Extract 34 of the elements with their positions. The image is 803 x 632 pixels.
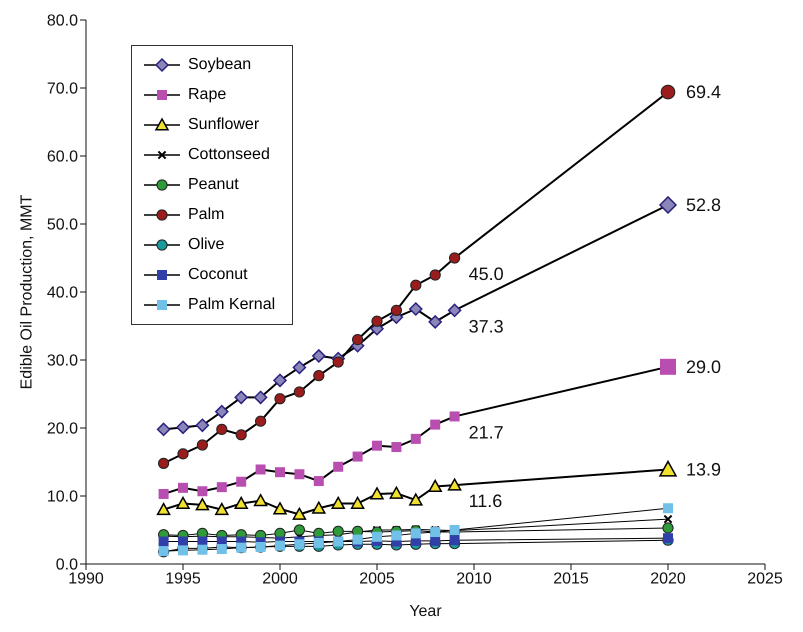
x-tick-label: 2015 <box>553 570 589 588</box>
x-tick-label: 2000 <box>262 570 298 588</box>
x-tick-label: 2010 <box>456 570 492 588</box>
data-label: 13.9 <box>686 459 722 480</box>
y-tick-label: 50.0 <box>46 216 78 234</box>
y-tick-label: 80.0 <box>46 12 78 30</box>
legend-label: Palm Kernal <box>188 296 276 314</box>
legend-label: Palm <box>188 206 224 224</box>
y-tick-label: 30.0 <box>46 352 78 370</box>
y-tick-label: 20.0 <box>46 420 78 438</box>
y-tick-label: 10.0 <box>46 488 78 506</box>
data-label: 45.0 <box>468 264 504 284</box>
legend-label: Peanut <box>188 176 239 194</box>
data-label: 37.3 <box>468 316 504 336</box>
data-label: 11.6 <box>468 491 502 512</box>
legend-label: Olive <box>188 236 224 254</box>
data-label: 69.4 <box>686 82 722 102</box>
y-tick-label: 70.0 <box>46 80 78 98</box>
data-label: 29.0 <box>686 356 722 377</box>
data-label: 52.8 <box>686 194 722 215</box>
y-axis-title: Edible Oil Production, MMT <box>18 194 36 390</box>
legend-label: Cottonseed <box>188 146 270 164</box>
x-tick-label: 2025 <box>747 570 783 588</box>
legend-label: Coconut <box>188 266 248 284</box>
legend-label: Rape <box>188 86 226 104</box>
y-tick-label: 40.0 <box>46 284 78 302</box>
data-label: 21.7 <box>468 422 504 442</box>
x-tick-label: 2020 <box>650 570 686 588</box>
y-tick-label: 60.0 <box>46 148 78 166</box>
x-axis-title: Year <box>409 603 442 620</box>
legend-label: Soybean <box>188 56 252 74</box>
x-tick-label: 2005 <box>359 570 395 588</box>
legend-label: Sunflower <box>188 116 260 134</box>
x-tick-label: 1995 <box>165 570 201 588</box>
